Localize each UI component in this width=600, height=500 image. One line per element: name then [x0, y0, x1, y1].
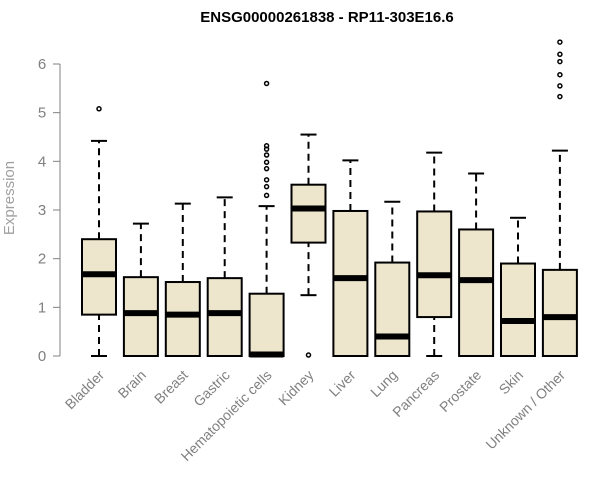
boxes-group — [81, 39, 578, 358]
outlier-point — [557, 58, 563, 65]
box-unknown-other — [541, 39, 578, 357]
y-tick-label: 1 — [38, 299, 46, 316]
box-kidney — [290, 133, 327, 358]
box-hematopoietic-cells — [248, 80, 285, 358]
x-tick-label: Brain — [115, 367, 149, 401]
iqr-box — [248, 292, 285, 357]
outlier-point — [263, 143, 270, 149]
y-tick-label: 0 — [38, 348, 46, 365]
box-pancreas — [416, 151, 453, 357]
box-lung — [374, 200, 411, 357]
outlier-point — [557, 93, 563, 100]
x-tick-label: Breast — [151, 367, 191, 407]
y-tick-label: 5 — [38, 105, 46, 122]
iqr-box — [416, 210, 453, 319]
outlier-point — [263, 192, 270, 199]
outlier-point — [305, 352, 312, 358]
y-tick-label: 6 — [38, 56, 46, 73]
iqr-box — [374, 261, 411, 357]
x-tick-label: Liver — [326, 367, 359, 400]
box-prostate — [458, 172, 495, 357]
box-bladder — [81, 106, 117, 357]
x-tick-label: Lung — [367, 367, 400, 400]
box-brain — [122, 222, 159, 357]
iqr-box — [206, 277, 243, 357]
iqr-box — [458, 228, 495, 357]
y-tick-label: 2 — [38, 251, 46, 268]
iqr-box — [290, 183, 327, 244]
outlier-point — [263, 80, 270, 87]
box-liver — [332, 159, 369, 357]
outlier-point — [96, 106, 102, 112]
x-tick-label: Unknown / Other — [482, 367, 568, 453]
outlier-point — [557, 83, 563, 89]
x-tick-label: Kidney — [275, 367, 317, 409]
iqr-box — [164, 281, 201, 358]
iqr-box — [332, 209, 369, 357]
x-tick-label: Prostate — [436, 367, 484, 415]
box-breast — [164, 202, 201, 358]
iqr-box — [500, 262, 536, 357]
outlier-point — [263, 183, 270, 190]
x-tick-label: Pancreas — [389, 367, 442, 420]
y-axis-label: Expression — [1, 161, 18, 235]
outlier-point — [263, 159, 270, 166]
y-axis: 0 1 2 3 4 5 6 — [38, 56, 61, 365]
outlier-point — [263, 177, 270, 183]
box-skin — [500, 216, 536, 357]
iqr-box — [122, 276, 159, 357]
outlier-point — [263, 152, 270, 158]
outlier-point — [557, 71, 563, 78]
outlier-point — [263, 165, 270, 172]
y-tick-label: 3 — [38, 202, 46, 219]
box-gastric — [206, 196, 243, 357]
chart-title: ENSG00000261838 - RP11-303E16.6 — [200, 9, 454, 26]
outlier-point — [557, 39, 563, 45]
y-tick-label: 4 — [38, 153, 46, 170]
x-tick-label: Bladder — [62, 367, 108, 413]
outlier-point — [557, 51, 563, 58]
iqr-box — [541, 268, 578, 357]
x-tick-label: Skin — [496, 367, 527, 398]
